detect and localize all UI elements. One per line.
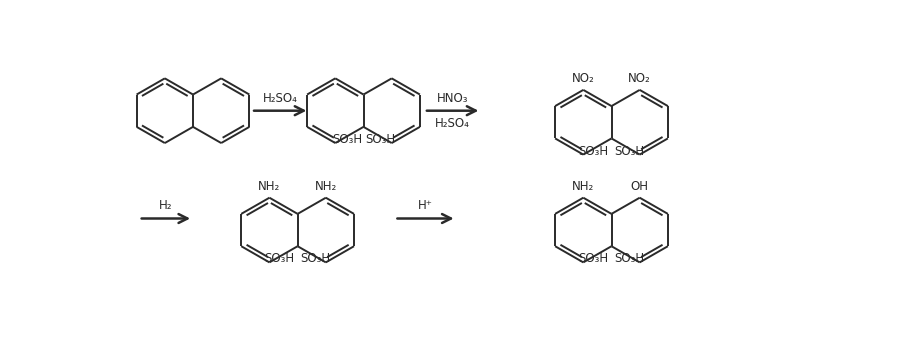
- Text: NH₂: NH₂: [315, 180, 337, 193]
- Text: SO₃H: SO₃H: [614, 145, 645, 158]
- Text: H₂SO₄: H₂SO₄: [262, 91, 298, 105]
- Text: NO₂: NO₂: [628, 72, 651, 85]
- Text: NH₂: NH₂: [572, 180, 594, 193]
- Text: H₂SO₄: H₂SO₄: [435, 117, 470, 130]
- Text: SO₃H: SO₃H: [614, 253, 645, 265]
- Text: SO₃H: SO₃H: [300, 253, 331, 265]
- Text: SO₃H: SO₃H: [264, 253, 295, 265]
- Text: H⁺: H⁺: [418, 199, 433, 212]
- Text: NH₂: NH₂: [259, 180, 281, 193]
- Text: H₂: H₂: [159, 199, 173, 212]
- Text: OH: OH: [631, 180, 649, 193]
- Text: SO₃H: SO₃H: [578, 145, 608, 158]
- Text: SO₃H: SO₃H: [365, 133, 395, 146]
- Text: NO₂: NO₂: [572, 72, 595, 85]
- Text: SO₃H: SO₃H: [332, 133, 362, 146]
- Text: SO₃H: SO₃H: [578, 253, 608, 265]
- Text: HNO₃: HNO₃: [437, 91, 468, 105]
